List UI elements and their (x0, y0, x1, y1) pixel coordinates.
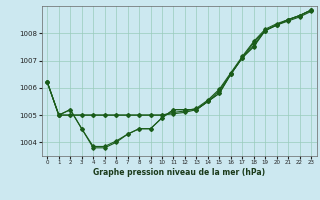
X-axis label: Graphe pression niveau de la mer (hPa): Graphe pression niveau de la mer (hPa) (93, 168, 265, 177)
